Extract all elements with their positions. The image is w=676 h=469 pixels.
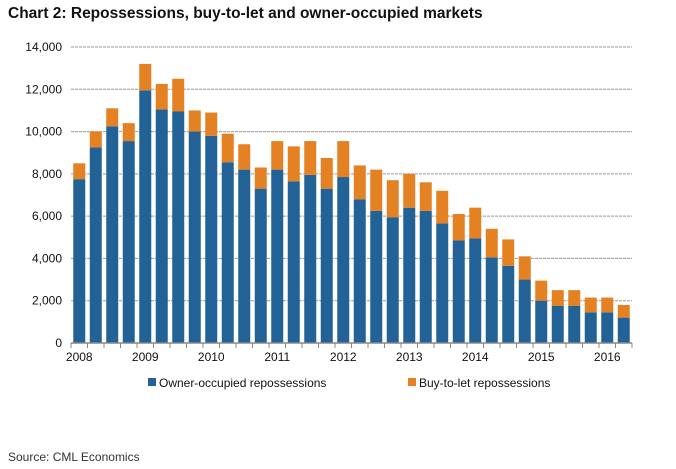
chart-title: Chart 2: Repossessions, buy-to-let and o… [8,5,483,22]
bar-buy-to-let [584,297,597,313]
bar-buy-to-let [353,165,366,200]
x-tick-label: 2016 [594,350,621,364]
x-tick-label: 2008 [66,350,93,364]
bar-owner-occupied [469,238,482,343]
source-note: Source: CML Economics [8,450,140,464]
y-tick-label: 2,000 [32,294,62,308]
bar-owner-occupied [188,131,201,343]
legend-label: Owner-occupied repossessions [159,376,326,390]
bar-owner-occupied [155,109,168,343]
bar-buy-to-let [221,133,234,163]
bar-owner-occupied [436,223,449,343]
bar-buy-to-let [122,123,135,142]
bar-owner-occupied [518,279,531,343]
y-tick-label: 12,000 [25,82,62,96]
bar-buy-to-let [535,280,548,301]
bar-buy-to-let [106,108,119,127]
bar-buy-to-let [568,290,581,306]
bar-owner-occupied [452,240,465,343]
bar-buy-to-let [469,207,482,239]
bar-owner-occupied [73,179,86,343]
bar-owner-occupied [139,90,152,343]
x-tick-label: 2009 [132,350,159,364]
legend-label: Buy-to-let repossessions [419,376,550,390]
bar-owner-occupied [287,181,300,343]
bar-owner-occupied [238,169,251,343]
bar-buy-to-let [320,158,333,189]
y-tick-label: 10,000 [25,125,62,139]
bar-buy-to-let [485,228,498,258]
bar-owner-occupied [122,141,135,343]
bar-buy-to-let [205,112,218,136]
bar-buy-to-let [337,141,350,178]
bar-buy-to-let [617,304,630,318]
bar-buy-to-let [254,167,267,189]
bar-buy-to-let [403,173,416,208]
y-tick-label: 14,000 [25,40,62,54]
bar-owner-occupied [485,257,498,343]
bar-owner-occupied [221,162,234,343]
bar-buy-to-let [502,239,515,266]
bar-owner-occupied [254,188,267,343]
bar-owner-occupied [386,217,399,343]
bar-owner-occupied [304,174,317,343]
bar-owner-occupied [535,300,548,343]
bar-buy-to-let [419,182,432,211]
bar-owner-occupied [205,135,218,343]
bar-buy-to-let [172,78,185,112]
x-tick-label: 2010 [198,350,225,364]
bar-owner-occupied [370,210,383,343]
bar-owner-occupied [502,265,515,343]
bar-owner-occupied [568,306,581,343]
bar-owner-occupied [617,317,630,343]
bar-buy-to-let [551,290,564,306]
bar-buy-to-let [452,214,465,241]
y-tick-label: 4,000 [32,251,62,265]
bar-buy-to-let [139,63,152,91]
bar-buy-to-let [155,84,168,110]
bar-owner-occupied [89,147,102,343]
bar-owner-occupied [419,210,432,343]
bar-owner-occupied [320,188,333,343]
bar-owner-occupied [551,306,564,343]
bar-owner-occupied [403,207,416,343]
bar-buy-to-let [188,110,201,132]
bar-buy-to-let [436,190,449,224]
bar-buy-to-let [73,163,86,180]
bar-owner-occupied [584,312,597,343]
bar-buy-to-let [287,146,300,182]
x-tick-label: 2015 [528,350,555,364]
bar-owner-occupied [271,169,284,343]
bar-buy-to-let [370,169,383,211]
bar-buy-to-let [271,141,284,170]
y-tick-label: 6,000 [32,209,62,223]
bar-buy-to-let [386,180,399,218]
bar-buy-to-let [89,131,102,148]
bar-buy-to-let [238,144,251,170]
x-tick-label: 2014 [462,350,489,364]
bar-buy-to-let [518,256,531,280]
legend-swatch [148,378,156,386]
bar-owner-occupied [353,199,366,343]
bar-owner-occupied [172,111,185,343]
bar-buy-to-let [304,141,317,175]
y-tick-label: 0 [55,336,62,350]
y-tick-label: 8,000 [32,167,62,181]
x-tick-label: 2013 [396,350,423,364]
bar-owner-occupied [106,126,119,344]
bar-owner-occupied [601,312,614,343]
bar-buy-to-let [601,297,614,313]
legend-swatch [408,378,416,386]
x-tick-label: 2011 [264,350,290,364]
bar-owner-occupied [337,177,350,343]
x-tick-label: 2012 [330,350,357,364]
